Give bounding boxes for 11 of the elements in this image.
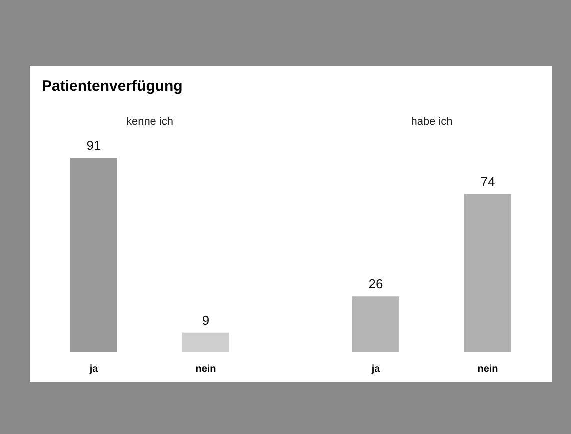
data-label: 26 [368, 276, 384, 292]
x-tick-label: ja [88, 364, 99, 375]
chart-subtitle: habe ich [410, 116, 454, 128]
chart-subtitle: kenne ich [125, 116, 175, 128]
chart-title: Patientenverfügung [42, 78, 183, 95]
x-tick-label: nein [478, 364, 498, 375]
data-label: 74 [480, 174, 496, 190]
data-label: 9 [202, 312, 210, 328]
data-label: 91 [86, 138, 102, 154]
x-tick-label: nein [196, 364, 216, 375]
x-tick-label: ja [370, 364, 381, 375]
